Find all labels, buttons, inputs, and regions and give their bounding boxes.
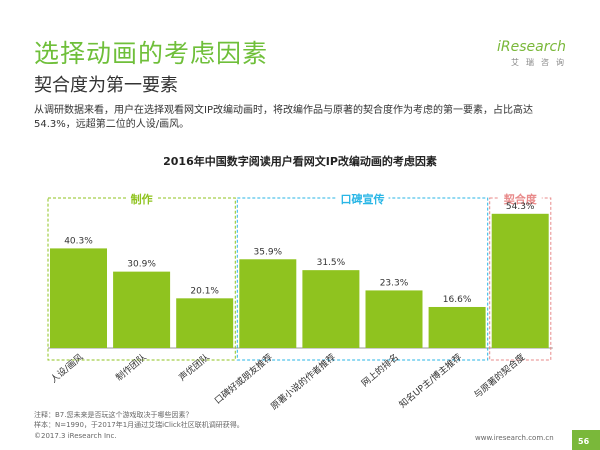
logo-subtext: 艾瑞咨询	[511, 58, 571, 67]
category-label-3: 口碑好或朋友推荐	[212, 351, 275, 406]
page-title: 选择动画的考虑因素	[34, 39, 269, 68]
bar-5	[365, 290, 423, 348]
category-label-1: 制作团队	[113, 351, 148, 383]
page-number: 56	[578, 437, 590, 446]
logo-text: iResearch	[497, 39, 567, 55]
category-label-6: 知名UP主/博主推荐	[397, 351, 465, 410]
logo: iResearch 艾瑞咨询	[497, 39, 577, 83]
group-label-bg-0	[126, 191, 157, 207]
group-label-bg-1	[336, 191, 389, 207]
bar-value-label-4: 31.5%	[317, 258, 346, 268]
category-label-2: 声优团队	[176, 351, 211, 383]
footnote-note: 注释：B7.您未来是否玩这个游戏取决于哪些因素？	[34, 411, 193, 419]
group-label-bg-2	[498, 191, 542, 207]
bar-1	[113, 271, 171, 348]
bar-0	[50, 248, 107, 348]
footnote-sample: 样本：N=1990，于2017年1月通过艾瑞iClick社区联机调研获得。	[34, 421, 244, 429]
bar-3	[239, 259, 297, 348]
bar-value-label-7: 54.3%	[506, 202, 535, 212]
bar-7	[491, 213, 549, 348]
bar-value-label-3: 35.9%	[254, 247, 283, 257]
bar-value-label-6: 16.6%	[443, 295, 472, 305]
bar-value-label-0: 40.3%	[64, 236, 93, 246]
description-text: 从调研数据来看，用户在选择观看网文IP改编动画时，将改编作品与原著的契合度作为考…	[34, 105, 533, 130]
page-subtitle: 契合度为第一要素	[34, 75, 178, 96]
page-tab	[572, 430, 600, 450]
chart-title: 2016年中国数字阅读用户看网文IP改编动画的考虑因素	[163, 155, 437, 168]
copyright: ©2017.3 iResearch Inc.	[34, 432, 117, 440]
category-label-7: 与原著的契合度	[471, 351, 527, 401]
bar-6	[428, 306, 486, 348]
bar-4	[302, 270, 360, 348]
site-url[interactable]: www.iresearch.com.cn	[475, 434, 554, 442]
group-label-0: 制作	[131, 192, 153, 206]
bar-value-label-2: 20.1%	[190, 286, 219, 296]
bar-value-label-5: 23.3%	[380, 278, 409, 288]
category-label-0: 人设/画风	[48, 352, 85, 386]
group-label-2: 契合度	[503, 192, 538, 206]
group-box-0	[47, 197, 236, 361]
group-label-1: 口碑宣传	[341, 192, 385, 206]
bar-value-label-1: 30.9%	[127, 260, 156, 270]
bar-2	[176, 298, 234, 348]
category-label-5: 网上的排名	[359, 351, 401, 389]
